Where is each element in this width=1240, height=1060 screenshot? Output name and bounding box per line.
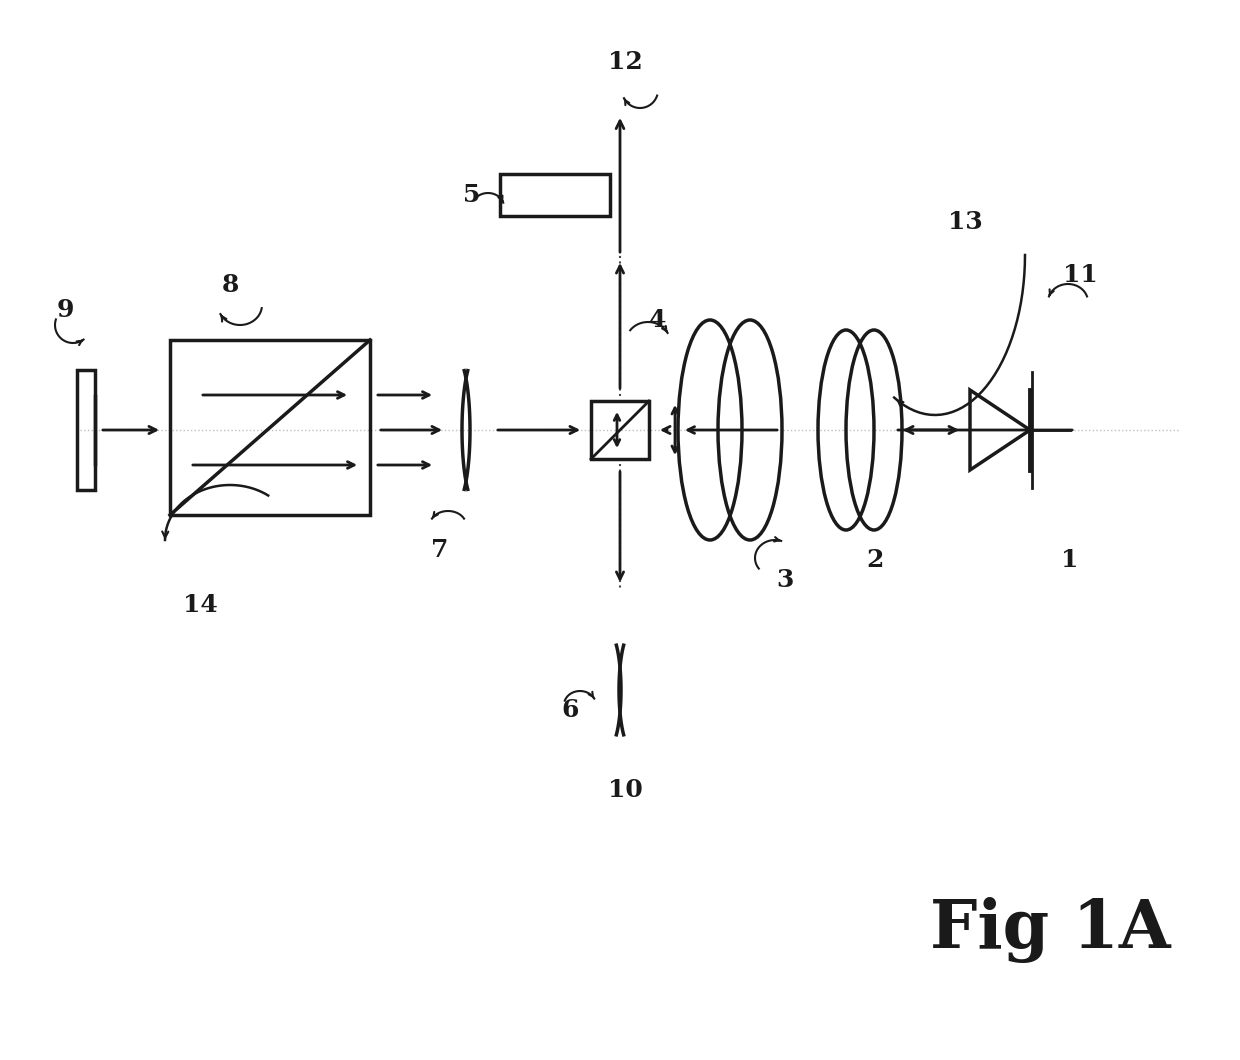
Text: 14: 14 — [182, 593, 217, 617]
Text: 9: 9 — [56, 298, 73, 322]
Bar — [77, 370, 95, 490]
Text: 7: 7 — [432, 538, 449, 562]
Text: 12: 12 — [608, 50, 642, 74]
Text: 6: 6 — [562, 697, 579, 722]
Text: 1: 1 — [1061, 548, 1079, 572]
Text: 10: 10 — [608, 778, 642, 802]
Text: 11: 11 — [1063, 263, 1097, 287]
Text: 8: 8 — [221, 273, 238, 297]
Bar — [170, 340, 370, 515]
Bar — [500, 174, 610, 216]
Text: 5: 5 — [464, 183, 481, 207]
Bar — [591, 401, 649, 459]
Text: 2: 2 — [867, 548, 884, 572]
Text: 4: 4 — [650, 308, 667, 332]
Text: 13: 13 — [947, 210, 982, 234]
Text: Fig 1A: Fig 1A — [930, 897, 1171, 962]
Text: 3: 3 — [776, 568, 794, 591]
